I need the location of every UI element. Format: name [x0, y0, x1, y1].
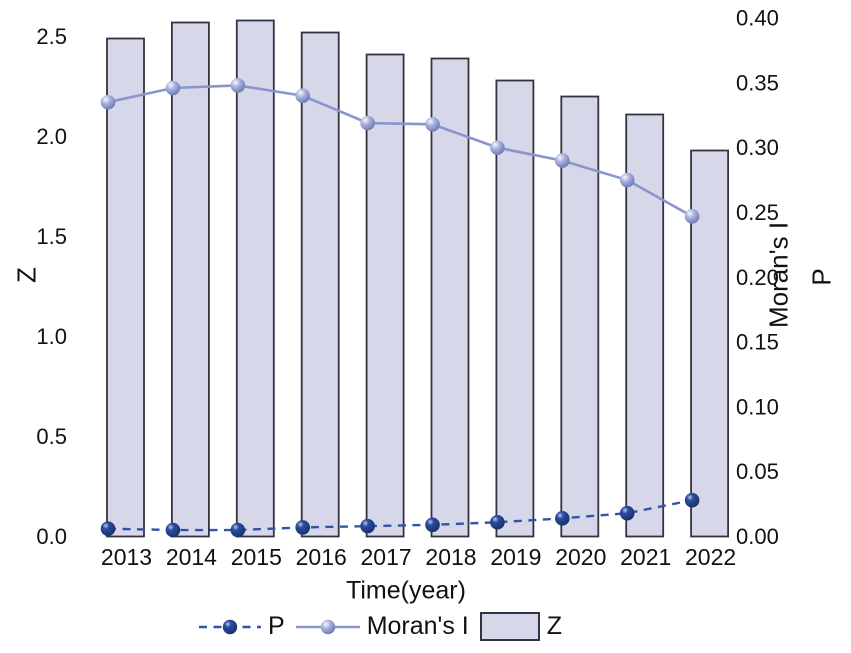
legend-label-p: P — [268, 612, 285, 640]
morans-marker — [490, 140, 505, 155]
p-dashed-line-swatch — [199, 619, 261, 634]
x-tick-label: 2020 — [555, 544, 606, 570]
p-marker — [295, 520, 311, 535]
bar-z — [235, 19, 275, 538]
p-marker — [619, 505, 635, 521]
p-marker — [230, 522, 246, 538]
morans-line — [107, 84, 693, 218]
y-axis-title-morans: Moran's I — [763, 221, 794, 329]
right-tick-label: 0.40 — [736, 6, 779, 31]
x-tick-label: 2019 — [490, 544, 541, 570]
morans-marker — [555, 153, 570, 168]
right-tick-label: 0.20 — [736, 265, 779, 290]
legend-label-z: Z — [546, 612, 562, 640]
legend-label-morans: Moran's I — [366, 612, 469, 640]
left-tick-label: 0.0 — [36, 524, 67, 549]
morans-marker — [684, 209, 700, 224]
bar-z — [495, 79, 535, 538]
bar-z — [690, 149, 729, 538]
x-tick-label: 2022 — [685, 544, 736, 570]
bar-z — [106, 37, 145, 538]
legend-swatch-marker — [222, 619, 238, 634]
p-marker — [165, 522, 181, 538]
p-marker — [555, 511, 570, 526]
right-tick-label: 0.35 — [736, 70, 779, 95]
right-tick-label: 0.25 — [736, 200, 779, 225]
legend: P Moran's I Z — [199, 612, 562, 641]
left-tick-label: 2.0 — [36, 124, 67, 149]
x-tick-label: 2015 — [231, 544, 282, 570]
right-tick-label: 0.00 — [736, 524, 779, 549]
p-marker — [360, 518, 375, 534]
bar-z — [300, 31, 340, 538]
p-marker — [684, 492, 700, 508]
x-tick-label: 2014 — [166, 544, 217, 570]
right-tick-label: 0.10 — [736, 394, 779, 419]
legend-swatch-marker — [320, 619, 335, 634]
x-tick-label: 2021 — [620, 544, 671, 570]
p-marker — [425, 517, 440, 533]
bar-z — [365, 53, 405, 538]
bar-z — [170, 21, 210, 538]
morans-marker — [165, 80, 181, 96]
left-tick-label: 2.5 — [36, 24, 67, 49]
legend-item-morans: Moran's I — [295, 612, 469, 641]
y-axis-title-left: Z — [11, 267, 42, 283]
x-axis-title: Time(year) — [346, 576, 466, 605]
x-tick-label: 2018 — [425, 544, 476, 570]
x-tick-label: 2013 — [101, 544, 152, 570]
x-tick-label: 2017 — [361, 544, 412, 570]
right-tick-label: 0.30 — [736, 135, 779, 160]
p-marker — [490, 514, 505, 530]
right-tick-label: 0.15 — [736, 330, 779, 355]
y-axis-title-p: P — [806, 268, 837, 286]
legend-item-z: Z — [479, 612, 562, 641]
morans-marker — [360, 115, 375, 131]
p-line — [107, 499, 693, 532]
x-tick-label: 2016 — [296, 544, 347, 570]
left-tick-label: 1.5 — [36, 224, 67, 249]
left-tick-label: 0.5 — [36, 424, 67, 449]
morans-line-swatch — [295, 619, 360, 634]
bar-z — [430, 57, 470, 538]
morans-marker — [230, 78, 246, 93]
morans-marker — [619, 172, 635, 188]
legend-item-p: P — [199, 612, 285, 641]
morans-marker — [100, 94, 116, 110]
p-marker — [100, 521, 116, 537]
morans-marker — [425, 116, 440, 132]
z-bar-swatch — [479, 612, 540, 641]
right-tick-label: 0.05 — [736, 459, 779, 484]
morans-marker — [295, 88, 311, 104]
left-tick-label: 1.0 — [36, 324, 67, 349]
